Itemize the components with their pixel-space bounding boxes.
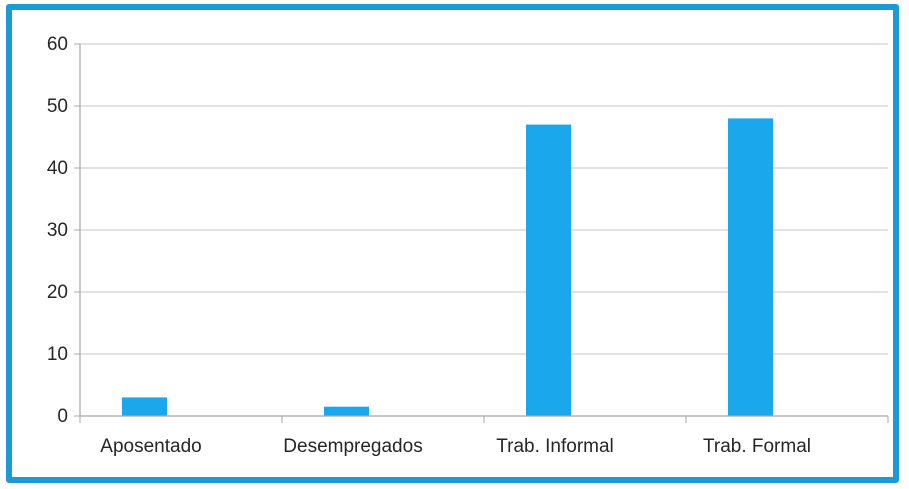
bar-desempregados bbox=[324, 406, 369, 416]
y-tick-label: 30 bbox=[47, 220, 68, 241]
bar-aposentado bbox=[122, 397, 167, 416]
bar-chart: 0 10 20 30 40 50 60 Aposentado Desempregados Trab… bbox=[47, 34, 889, 457]
y-tick-label: 50 bbox=[47, 96, 68, 117]
x-tick-label: Desempregados bbox=[283, 436, 422, 457]
bar-trab-informal bbox=[526, 124, 571, 416]
bar-trab-formal bbox=[728, 118, 773, 417]
chart-frame: 0 10 20 30 40 50 60 Aposentado Desempregados Trab… bbox=[6, 4, 899, 483]
x-tick-label: Trab. Informal bbox=[496, 436, 614, 457]
x-tick-label: Aposentado bbox=[100, 436, 201, 457]
axes bbox=[74, 43, 889, 423]
y-tick-label: 60 bbox=[47, 34, 68, 55]
y-tick-label: 20 bbox=[47, 282, 68, 303]
bars bbox=[122, 118, 773, 417]
tick-labels: 0 10 20 30 40 50 60 Aposentado Desempregados Trab… bbox=[47, 34, 811, 457]
y-tick-label: 40 bbox=[47, 158, 68, 179]
x-tick-label: Trab. Formal bbox=[703, 436, 811, 457]
y-tick-label: 0 bbox=[57, 406, 68, 427]
y-tick-label: 10 bbox=[47, 344, 68, 365]
